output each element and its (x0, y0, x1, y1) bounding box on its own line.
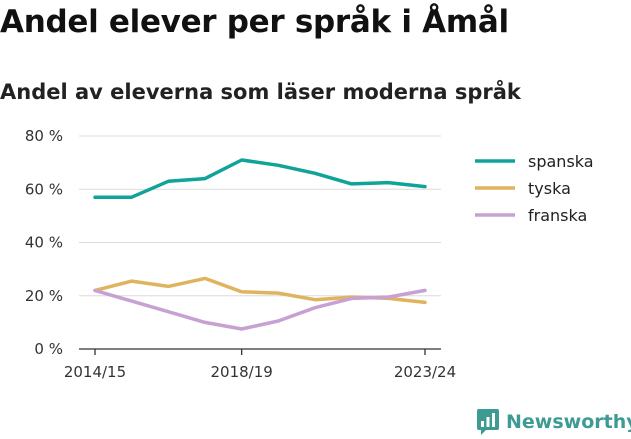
gridlines (79, 135, 441, 350)
y-tick-label-80: 80 % (25, 127, 63, 145)
newsworthy-logo: Newsworthy (476, 408, 631, 436)
y-tick-label-0: 0 % (34, 340, 63, 358)
legend: spanska tyska franska (475, 152, 594, 225)
series-line-spanska (93, 158, 427, 199)
legend-label-tyska: tyska (528, 179, 571, 198)
chart-title: Andel elever per språk i Åmål (0, 4, 509, 40)
chart-subtitle: Andel av eleverna som läser moderna språ… (0, 80, 521, 104)
x-tick-label-1: 2018/19 (211, 363, 273, 381)
x-tick-label-2: 2023/24 (394, 363, 456, 381)
y-tick-label-40: 40 % (25, 234, 63, 252)
brand-name: Newsworthy (506, 411, 631, 433)
series-line-franska (93, 288, 427, 331)
x-tick-label-0: 2014/15 (64, 363, 126, 381)
legend-label-spanska: spanska (528, 152, 594, 171)
series-lines (93, 158, 427, 331)
legend-label-franska: franska (528, 206, 587, 225)
y-tick-label-60: 60 % (25, 180, 63, 198)
newsworthy-logo-icon (477, 409, 499, 435)
y-tick-label-20: 20 % (25, 287, 63, 305)
y-axis-ticks: 0 % 20 % 40 % 60 % 80 % (25, 127, 63, 358)
x-axis-ticks: 2014/15 2018/19 2023/24 (64, 349, 456, 381)
